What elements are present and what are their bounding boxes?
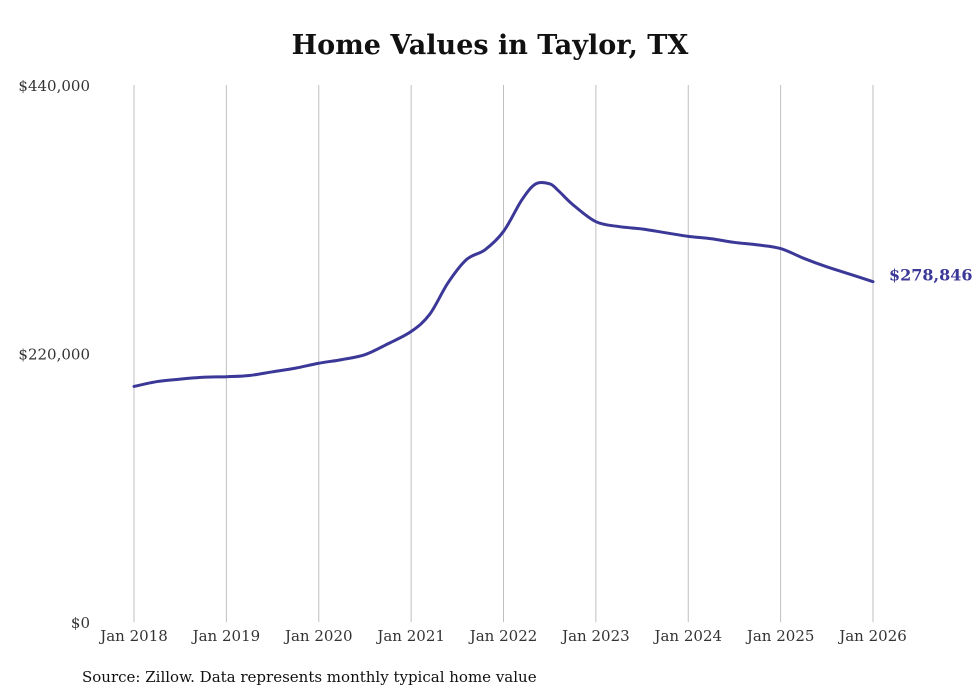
y-tick-label: $220,000 — [18, 346, 90, 364]
end-value-label: $278,846 — [889, 266, 973, 285]
x-tick-label: Jan 2026 — [837, 627, 907, 645]
x-axis-ticks: Jan 2018 Jan 2019 Jan 2020 Jan 2021 Jan 2022… — [98, 627, 907, 645]
series-line — [132, 180, 875, 388]
x-tick-label: Jan 2021 — [375, 627, 445, 645]
x-tick-label: Jan 2018 — [98, 627, 168, 645]
x-tick-label: Jan 2019 — [191, 627, 261, 645]
gridlines — [133, 85, 874, 622]
x-tick-label: Jan 2022 — [468, 627, 538, 645]
y-axis-ticks: $0 $220,000 $440,000 — [18, 77, 90, 632]
x-tick-label: Jan 2020 — [283, 627, 353, 645]
x-tick-label: Jan 2023 — [560, 627, 630, 645]
y-tick-label: $440,000 — [18, 77, 90, 95]
x-tick-label: Jan 2025 — [745, 627, 815, 645]
chart-title: Home Values in Taylor, TX — [291, 30, 689, 61]
x-tick-label: Jan 2024 — [652, 627, 722, 645]
y-tick-label: $0 — [71, 614, 90, 632]
source-note: Source: Zillow. Data represents monthly … — [82, 668, 537, 686]
